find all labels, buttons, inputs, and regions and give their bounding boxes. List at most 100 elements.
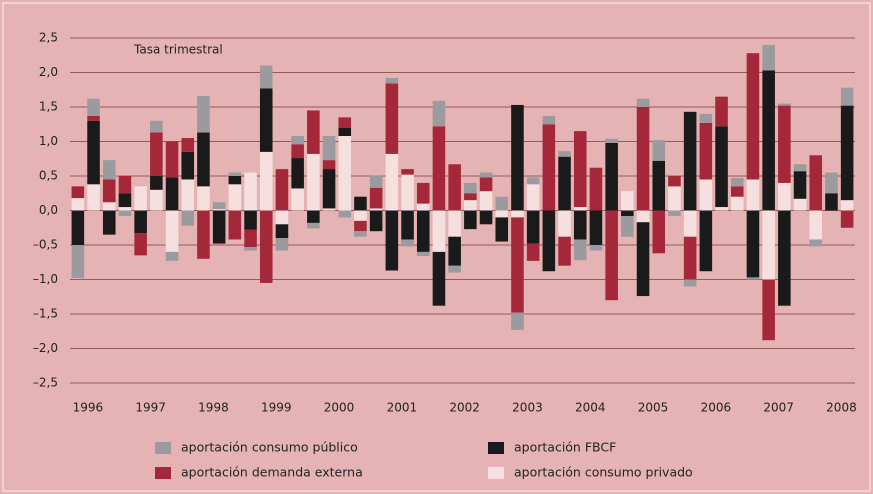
bar-segment bbox=[589, 210, 603, 245]
bar-segment bbox=[511, 312, 524, 330]
y-tick-label: 1,5 bbox=[39, 100, 58, 114]
bar-segment bbox=[715, 207, 728, 211]
bar-segment bbox=[683, 236, 697, 280]
bar-segment bbox=[228, 172, 242, 176]
y-tick-label: 2,5 bbox=[39, 31, 58, 45]
bar-segment bbox=[746, 179, 760, 211]
x-tick-label: 2000 bbox=[324, 401, 355, 415]
bar-segment bbox=[464, 200, 477, 211]
bar-segment bbox=[699, 179, 713, 211]
bar-segment bbox=[762, 70, 775, 211]
bar-segment bbox=[181, 179, 195, 211]
x-tick-label: 1996 bbox=[73, 401, 104, 415]
bar-segment bbox=[165, 141, 179, 178]
bar-segment bbox=[448, 265, 461, 273]
bar-segment bbox=[432, 210, 446, 252]
bar-segment bbox=[385, 153, 399, 211]
bar-segment bbox=[322, 135, 336, 161]
bar-segment bbox=[197, 186, 210, 211]
bar-segment bbox=[511, 104, 524, 211]
bar-segment bbox=[573, 131, 587, 208]
bar-segment bbox=[401, 210, 414, 240]
bar-segment bbox=[118, 193, 132, 208]
bar-segment bbox=[589, 167, 603, 211]
bar-segment bbox=[354, 210, 367, 221]
bar-segment bbox=[699, 210, 713, 272]
bar-segment bbox=[165, 251, 179, 261]
bar-segment bbox=[840, 87, 854, 106]
bar-segment bbox=[322, 169, 336, 209]
bar-segment bbox=[605, 142, 618, 211]
bar-segment bbox=[401, 239, 414, 247]
bar-segment bbox=[683, 111, 697, 211]
bar-segment bbox=[464, 193, 477, 201]
bar-segment bbox=[448, 164, 461, 211]
x-tick-label: 2004 bbox=[575, 401, 606, 415]
bar-segment bbox=[228, 184, 242, 211]
bar-segment bbox=[197, 95, 210, 133]
bar-segment bbox=[683, 279, 697, 287]
bar-segment bbox=[385, 83, 399, 154]
bar-segment bbox=[212, 202, 226, 210]
bar-segment bbox=[102, 160, 116, 180]
bar-segment bbox=[636, 222, 650, 297]
bar-segment bbox=[275, 210, 289, 225]
bar-segment bbox=[542, 115, 556, 125]
y-tick-label: 0,0 bbox=[39, 203, 58, 217]
bar-segment bbox=[715, 96, 728, 127]
bar-segment bbox=[699, 122, 713, 180]
bar-segment bbox=[385, 78, 399, 84]
y-tick-label: 2,0 bbox=[39, 65, 58, 79]
bar-segment bbox=[102, 202, 116, 211]
legend-swatch bbox=[155, 442, 171, 454]
bar-segment bbox=[181, 138, 195, 152]
bar-segment bbox=[479, 172, 493, 178]
bar-segment bbox=[338, 135, 352, 211]
bar-segment bbox=[228, 210, 242, 240]
legend-label: aportación demanda externa bbox=[181, 465, 363, 480]
bar-segment bbox=[636, 107, 650, 211]
bar-segment bbox=[809, 239, 823, 247]
bar-segment bbox=[102, 210, 116, 235]
bar-segment bbox=[338, 117, 352, 128]
bar-segment bbox=[636, 210, 650, 223]
bar-segment bbox=[589, 245, 603, 251]
bar-segment bbox=[778, 182, 791, 211]
bar-segment bbox=[762, 44, 775, 71]
bar-segment bbox=[558, 151, 571, 157]
bar-segment bbox=[432, 126, 446, 211]
bar-segment bbox=[715, 126, 728, 208]
bar-segment bbox=[573, 210, 587, 240]
y-tick-label: 0,5 bbox=[39, 169, 58, 183]
bar-segment bbox=[416, 251, 430, 257]
x-tick-label: 2008 bbox=[826, 401, 857, 415]
bar-segment bbox=[621, 191, 634, 211]
bar-segment bbox=[118, 176, 132, 194]
bar-segment bbox=[87, 184, 100, 211]
bar-segment bbox=[621, 216, 634, 237]
bar-segment bbox=[448, 236, 461, 266]
bar-segment bbox=[244, 229, 257, 248]
bar-segment bbox=[542, 210, 556, 272]
bar-segment bbox=[71, 210, 85, 245]
bar-segment bbox=[746, 210, 760, 278]
x-tick-label: 1997 bbox=[135, 401, 166, 415]
bar-segment bbox=[118, 210, 132, 217]
bar-segment bbox=[150, 176, 163, 190]
bar-segment bbox=[511, 210, 524, 218]
legend-label: aportación consumo público bbox=[181, 440, 358, 455]
bar-segment bbox=[102, 179, 116, 203]
bar-segment bbox=[291, 188, 304, 211]
bar-segment bbox=[621, 210, 634, 217]
bar-segment bbox=[558, 210, 571, 237]
bar-segment bbox=[526, 210, 540, 244]
bar-segment bbox=[275, 224, 289, 239]
bar-segment bbox=[479, 210, 493, 225]
bar-segment bbox=[762, 210, 775, 280]
bar-segment bbox=[259, 88, 273, 152]
x-tick-label: 2006 bbox=[701, 401, 732, 415]
bar-segment bbox=[526, 184, 540, 211]
x-tick-label: 1998 bbox=[198, 401, 229, 415]
bar-segment bbox=[307, 222, 320, 229]
